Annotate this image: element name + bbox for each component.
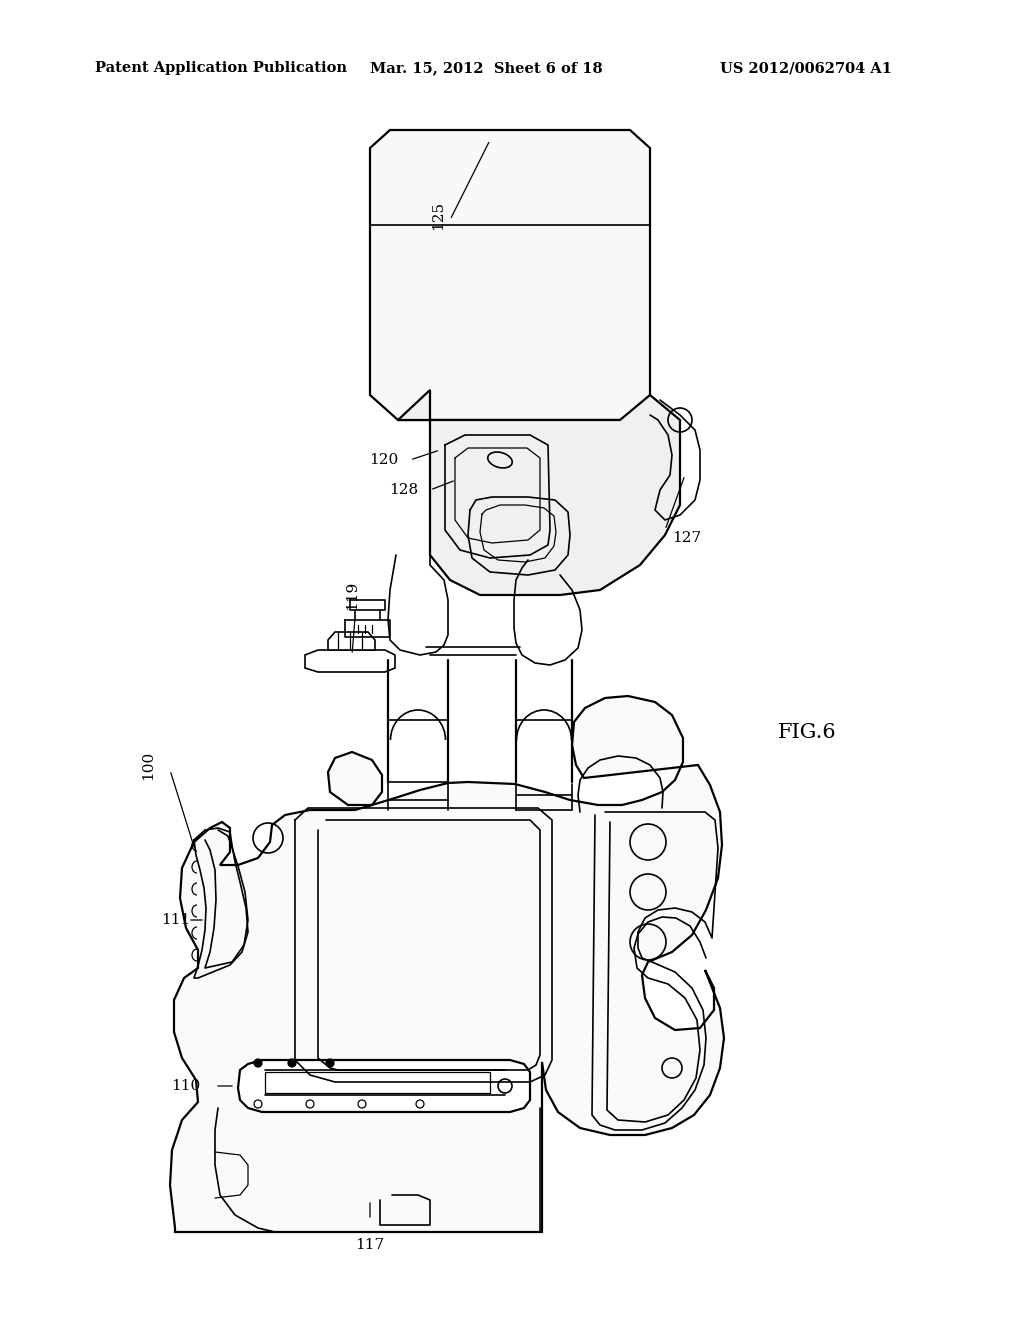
- Circle shape: [254, 1059, 262, 1067]
- Text: 100: 100: [141, 750, 155, 780]
- Text: 117: 117: [355, 1238, 385, 1251]
- Text: US 2012/0062704 A1: US 2012/0062704 A1: [720, 61, 892, 75]
- Text: 119: 119: [345, 581, 359, 610]
- Polygon shape: [328, 632, 375, 649]
- Circle shape: [288, 1059, 296, 1067]
- Text: Mar. 15, 2012  Sheet 6 of 18: Mar. 15, 2012 Sheet 6 of 18: [370, 61, 603, 75]
- Text: 111: 111: [161, 913, 190, 927]
- Text: 127: 127: [672, 531, 701, 545]
- Polygon shape: [238, 1060, 530, 1111]
- Polygon shape: [170, 696, 724, 1232]
- Text: 125: 125: [431, 201, 445, 230]
- Text: 128: 128: [389, 483, 418, 498]
- Circle shape: [326, 1059, 334, 1067]
- Polygon shape: [305, 649, 395, 672]
- Text: Patent Application Publication: Patent Application Publication: [95, 61, 347, 75]
- Polygon shape: [398, 389, 680, 595]
- Polygon shape: [370, 129, 650, 420]
- Text: FIG.6: FIG.6: [778, 723, 837, 742]
- Text: 120: 120: [369, 453, 398, 467]
- Text: 110: 110: [171, 1078, 200, 1093]
